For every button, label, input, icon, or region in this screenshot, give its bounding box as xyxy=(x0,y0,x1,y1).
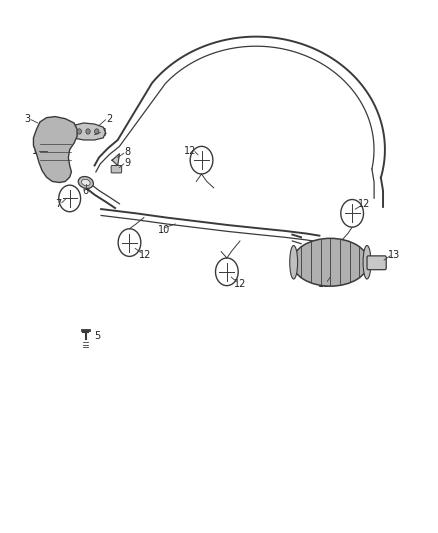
Text: 9: 9 xyxy=(124,158,131,168)
Text: 13: 13 xyxy=(388,250,400,260)
Text: 12: 12 xyxy=(184,146,197,156)
Text: 7: 7 xyxy=(55,199,61,209)
Text: 12: 12 xyxy=(234,279,246,288)
Text: 2: 2 xyxy=(106,114,112,124)
Circle shape xyxy=(95,129,99,134)
Circle shape xyxy=(77,129,81,134)
Polygon shape xyxy=(70,123,106,140)
Text: 5: 5 xyxy=(95,330,101,341)
Text: 8: 8 xyxy=(124,147,131,157)
FancyBboxPatch shape xyxy=(367,256,386,270)
Ellipse shape xyxy=(81,179,90,186)
Text: 1: 1 xyxy=(32,146,38,156)
Ellipse shape xyxy=(290,246,297,279)
Ellipse shape xyxy=(292,238,368,286)
Ellipse shape xyxy=(78,176,93,189)
Text: 12: 12 xyxy=(138,250,151,260)
Ellipse shape xyxy=(363,246,371,279)
Circle shape xyxy=(86,129,90,134)
Polygon shape xyxy=(33,117,77,182)
Text: 10: 10 xyxy=(158,225,170,236)
Text: 4: 4 xyxy=(100,127,106,138)
Text: 3: 3 xyxy=(25,114,31,124)
Polygon shape xyxy=(112,154,120,165)
Text: 6: 6 xyxy=(83,186,89,196)
FancyBboxPatch shape xyxy=(111,165,122,173)
Text: 12: 12 xyxy=(358,199,370,209)
Text: 11: 11 xyxy=(318,279,330,288)
